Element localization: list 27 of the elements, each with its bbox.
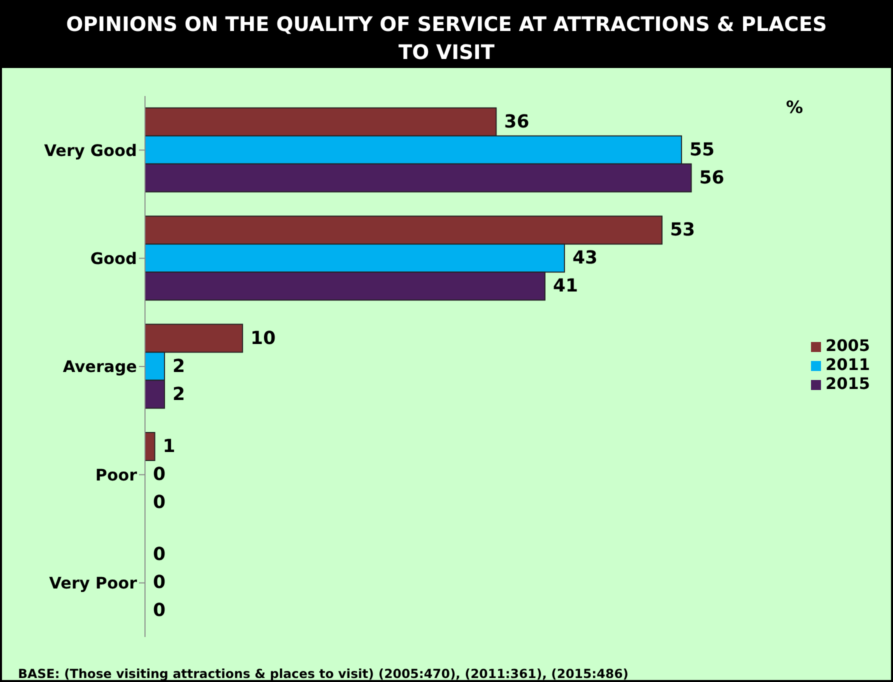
data-label: 53: [670, 220, 696, 241]
data-label: 0: [153, 544, 166, 566]
data-label: 0: [153, 572, 166, 594]
data-label: 41: [552, 276, 578, 297]
data-label: 1: [162, 436, 176, 457]
data-label: 2: [172, 384, 186, 405]
y-tick-label: Very Poor: [49, 574, 138, 593]
data-label: 0: [153, 600, 166, 622]
data-label: 0: [153, 492, 166, 513]
data-label: 43: [572, 248, 598, 269]
bar: [145, 432, 156, 461]
chart-title: OPINIONS ON THE QUALITY OF SERVICE AT ATTRACTIONS & PLACES TO VISIT: [2, 2, 891, 68]
data-label: 36: [504, 111, 530, 132]
y-tick-label: Good: [90, 248, 137, 268]
text: BASE: (Those visiting attractions & places to visit) (2005:470), (2011:361), (2015:486): [18, 666, 628, 681]
data-label: 2: [172, 356, 186, 377]
data-label: 56: [699, 167, 724, 188]
data-label: 55: [690, 139, 715, 160]
legend-label: 2011: [825, 355, 870, 374]
y-tick-label: Average: [62, 357, 138, 376]
text: %: [786, 98, 804, 118]
data-label: 10: [250, 328, 276, 349]
legend-label: 2005: [825, 336, 870, 355]
legend-label: 2015: [825, 374, 870, 393]
y-tick-label: Very Good: [44, 140, 137, 160]
y-tick-label: Poor: [95, 465, 138, 484]
data-label: 0: [153, 464, 166, 485]
